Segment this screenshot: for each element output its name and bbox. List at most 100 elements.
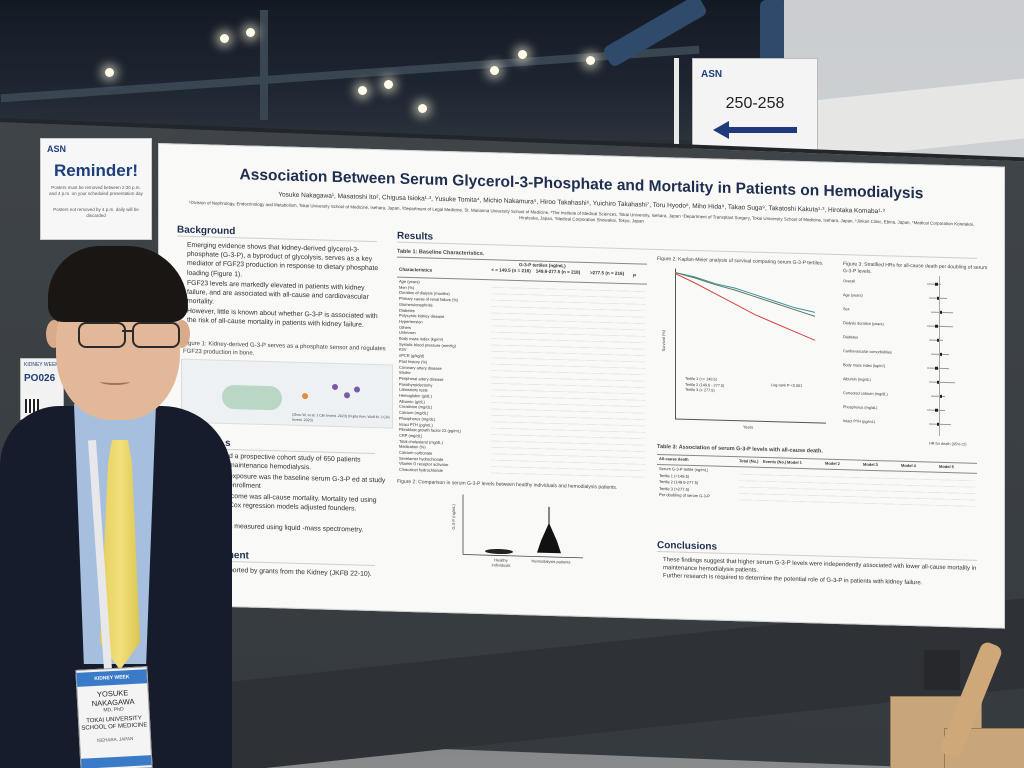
card-label: KIDNEY WEEK [24,362,59,368]
table-row-label: Serum G-3-P tertile (ng/mL) [659,465,709,473]
axis-label: Survival (%) [661,329,667,352]
forest-row-label: Age (years) [843,293,863,298]
figure-2-dotplot [462,494,583,559]
background-text: Emerging evidence shows that kidney-deri… [187,241,379,278]
bone-cell [332,383,338,391]
forest-point [935,366,938,370]
asn-logo: ASN [47,144,67,154]
methods-text: tcome was all-cause mortality. Mortality… [229,492,377,513]
table-row-label: Others [399,324,412,330]
legend-item: Tertile 3 (> 277.5) [685,388,715,393]
ceiling-light [490,66,499,75]
forest-row-label: Albumin (mg/dL) [843,377,871,382]
table-header: 149.6-277.5 (n = 218) [535,268,581,275]
bone-cell [354,386,360,393]
group-label: Healthy individuals [491,557,511,569]
forest-plot: Overall Age (years) Sex Dialysis duration (… [843,273,993,437]
table-row-label: Stroke [399,369,411,376]
forest-ci-line [927,325,953,328]
ceiling-beam [260,10,268,120]
table-header: < = 149.5 (n = 216) [491,267,531,274]
table-row-label: Kt/V [399,347,407,353]
table-row-label: Hypertension [399,318,423,325]
methods-text: s measured using liquid -mass spectromet… [229,522,364,534]
reminder-card: ASN Reminder! Posters must be removed be… [40,138,152,240]
ceiling-light [586,56,595,65]
forest-point [935,408,938,412]
table-header: Model 2 [825,460,840,467]
methods-text: d a prospective cohort study of 650 pati… [229,452,361,472]
ceiling-light [246,28,255,37]
left-arrow-icon [713,121,797,139]
forest-row-label: Dialysis duration (years) [843,321,884,327]
km-pvalue: Log-rank P <0.001 [771,383,803,388]
forest-point [935,324,938,328]
qr-code-icon [25,399,39,413]
table-row-label: CRP (mg/dL) [399,432,423,439]
sign-pole [674,58,679,150]
ceiling-light [105,68,114,77]
table-row-label: Age (years) [399,278,420,285]
figure-reference: (Zhou W, et al. J Clin Invest. 2023) (Fu… [292,412,390,422]
table-header: All-cause death [659,455,689,462]
figure-1-diagram: (Zhou W, et al. J Clin Invest. 2023) (Fu… [181,358,393,429]
ceiling-light [418,104,427,113]
forest-row-label: Body mass index (kg/m²) [843,363,885,369]
table-3-values [739,468,975,509]
forest-row-label: Corrected calcium (mg/dL) [843,391,888,397]
reminder-text: Posters not removed by 4 p.m. daily will… [53,207,139,219]
axis-label: HR for death (95% CI) [929,441,967,447]
table-header: Characteristics [399,266,433,273]
table-row-label: Systolic blood pressure (mmHg) [399,341,456,349]
group-label: Hemodialysis patients [531,558,571,565]
ceiling-light [220,34,229,43]
km-legend: Tertile 1 (<= 149.5) Tertile 2 (149.6 - … [685,377,724,395]
table-row-label: Tertile 2 (149.6-277.5) [659,479,699,486]
section-heading: Background [177,224,377,243]
table-row-label: Tertile 1 (<149.5) [659,472,690,479]
table-row-label: Per doubling of serum G-3-P [659,492,710,499]
forest-ci-line [931,311,953,314]
table-header: P [633,273,637,279]
kidney-cell [222,384,282,411]
table-header: Model 5 [939,463,954,470]
forest-row-label: Diabetes [843,335,858,340]
poster-number-card: KIDNEY WEEK PO026 [20,358,64,420]
molecule [302,393,308,400]
ceiling-light [358,86,367,95]
forest-row-label: Cardiovascular comorbidities [843,349,892,355]
forest-row-label: Phosphorus (mg/dL) [843,405,878,411]
ceiling-light [384,80,393,89]
table-header: Events (No.) [763,458,787,465]
figure-caption: Figure 2: Kaplan-Meier analysis of survi… [657,255,824,267]
bone-cell [344,392,350,399]
forest-row-label: Sex [843,307,850,312]
ceiling-light [518,50,527,59]
reminder-title: Reminder! [53,161,139,180]
table-header: Total (No.) [739,458,759,464]
asn-logo: ASN [701,69,723,80]
figure-caption: Figure 2: Comparison in serum G-3-P leve… [397,478,618,491]
forest-ci-line [929,381,955,384]
table-header: Model 4 [901,462,916,469]
table-1-values [491,281,645,481]
forest-ci-line [927,367,949,370]
acknowledgement-text: ported by grants from the Kidney (JKFB 2… [229,566,372,578]
forest-row-label: Overall [843,279,856,284]
forest-row-label: Intact PTH (pg/mL) [843,419,876,425]
km-curves [675,271,816,341]
table-row-label: Men (%) [399,284,415,290]
table-row-label: Unknown [399,330,416,336]
axis-label: G-3-P (ng/mL) [451,504,457,530]
axis-label: Years [743,424,754,430]
research-poster: Association Between Serum Glycerol-3-Pho… [158,143,1005,629]
table-row-label: Cinacalcet hydrochloride [399,466,443,474]
forest-reference-line [939,275,940,436]
visitor-legs [924,650,960,690]
forest-ci-line [931,395,945,397]
reminder-text: Posters must be removed between 2:30 p.m… [49,185,143,197]
table-row-label: Tertile 3 (>277.5) [659,485,690,492]
section-heading: ment [225,549,375,567]
methods-text: exposure was the baseline serum G-3-P ed… [229,472,386,491]
table-header: >277.5 (n = 216) [589,270,625,277]
